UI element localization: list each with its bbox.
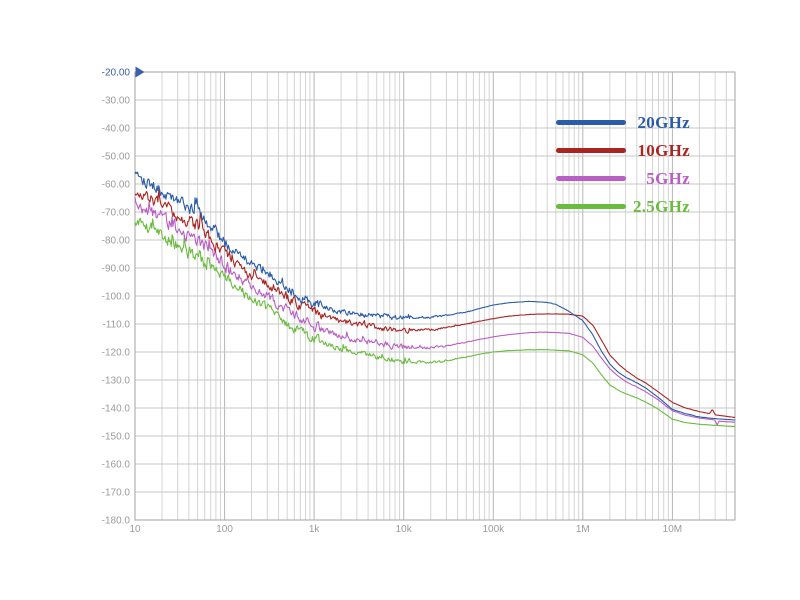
legend-label: 10GHz bbox=[637, 140, 690, 160]
legend-line-swatch bbox=[556, 175, 626, 181]
legend-line-swatch bbox=[556, 203, 626, 209]
y-tick-label: -20.00 bbox=[102, 68, 131, 79]
series-line-25ghz bbox=[134, 217, 735, 427]
legend: 20GHz 10GHz 5GHz 2.5GHz bbox=[556, 108, 690, 220]
y-tick-label: -140.0 bbox=[102, 404, 131, 415]
y-tick-label: -160.0 bbox=[102, 460, 131, 471]
legend-item-10ghz: 10GHz bbox=[556, 136, 690, 164]
y-tick-label: -110.0 bbox=[102, 320, 130, 331]
y-tick-label: -90.00 bbox=[102, 264, 131, 275]
y-tick-label: -60.00 bbox=[102, 180, 131, 191]
x-tick-label: 100k bbox=[482, 524, 505, 535]
y-tick-label: -40.00 bbox=[102, 124, 131, 135]
y-tick-label: -120.0 bbox=[102, 348, 131, 359]
y-tick-label: -100.0 bbox=[102, 292, 131, 303]
y-tick-label: -70.00 bbox=[102, 208, 131, 219]
legend-label: 5GHz bbox=[646, 168, 690, 188]
x-tick-label: 1M bbox=[576, 524, 590, 535]
y-tick-label: -130.0 bbox=[102, 376, 131, 387]
x-tick-label: 10k bbox=[396, 524, 413, 535]
legend-line-swatch bbox=[556, 147, 626, 153]
legend-line-swatch bbox=[556, 119, 626, 125]
y-tick-label: -170.0 bbox=[102, 488, 131, 499]
y-tick-label: -150.0 bbox=[102, 432, 131, 443]
x-tick-label: 10M bbox=[663, 524, 682, 535]
legend-item-20ghz: 20GHz bbox=[556, 108, 690, 136]
y-tick-label: -30.00 bbox=[102, 96, 131, 107]
legend-label: 2.5GHz bbox=[632, 196, 690, 216]
legend-item-25ghz: 2.5GHz bbox=[556, 192, 690, 220]
axis-marker-triangle-icon bbox=[135, 66, 145, 78]
legend-item-5ghz: 5GHz bbox=[556, 164, 690, 192]
x-tick-label: 10 bbox=[129, 524, 141, 535]
plot-frame bbox=[134, 71, 736, 521]
series-line-5ghz bbox=[134, 197, 736, 426]
legend-label: 20GHz bbox=[637, 112, 690, 132]
x-tick-label: 100 bbox=[216, 524, 233, 535]
series-line-20ghz bbox=[134, 171, 736, 421]
series-line-10ghz bbox=[134, 189, 736, 419]
y-tick-label: -80.00 bbox=[102, 236, 131, 247]
y-tick-label: -50.00 bbox=[102, 152, 131, 163]
y-tick-label: -180.0 bbox=[102, 516, 131, 527]
x-tick-label: 1k bbox=[309, 524, 321, 535]
